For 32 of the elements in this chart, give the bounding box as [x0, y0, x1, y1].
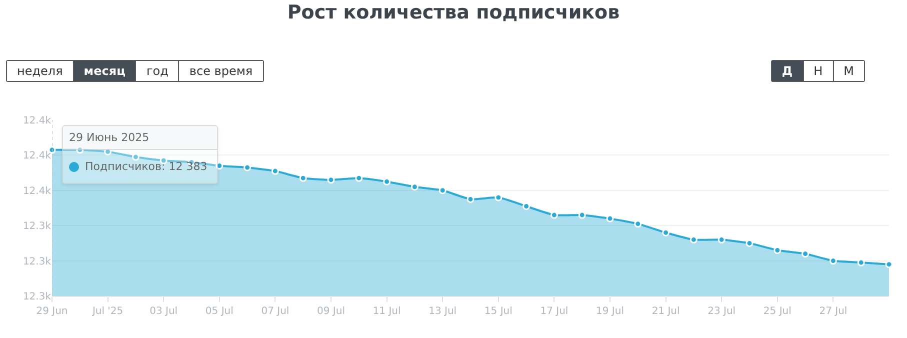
y-tick-label: 12.3k [22, 221, 52, 232]
annotation: 29 Июнь 2025 [69, 131, 150, 144]
text: год [135, 61, 178, 81]
x-tick-label: 03 Jul [150, 306, 178, 317]
tooltip-panel: 29 Июнь 2025 Подписчиков: 12 383 [62, 125, 218, 184]
y-tick-label: 12.4k [22, 186, 52, 197]
x-tick-label: 11 Jul [372, 306, 401, 317]
text: месяц [72, 61, 136, 81]
x-tick-label: 05 Jul [205, 306, 234, 317]
x-tick-label: 29 Jun [36, 306, 68, 317]
y-tick-label: 12.4k [22, 150, 52, 162]
x-tick-label: 09 Jul [317, 306, 345, 317]
x-tick-label: 17 Jul [540, 306, 568, 317]
x-tick-label: 07 Jul [261, 306, 290, 317]
x-tick-label: 23 Jul [708, 306, 736, 317]
text: все время [178, 61, 263, 81]
annotation: Подписчиков: 12 383 [85, 160, 208, 173]
x-tick-label: 27 Jul [819, 306, 848, 317]
text: М [832, 61, 864, 81]
text: неделя [7, 61, 73, 81]
text: Н [802, 61, 833, 81]
y-tick-label: 12.3k [22, 256, 52, 268]
chart-title: Рост количества подписчиков [287, 1, 620, 24]
x-tick-label: 13 Jul [428, 306, 457, 317]
text: Д [772, 61, 803, 81]
x-tick-label: 21 Jul [652, 306, 680, 317]
x-tick-label: 15 Jul [484, 306, 512, 317]
x-tick-label: 19 Jul [596, 306, 624, 317]
y-tick-label: 12.3k [22, 292, 52, 302]
x-tick-label: 25 Jul [763, 306, 792, 317]
y-tick-label: 12.4k [22, 116, 52, 126]
x-tick-label: Jul '25 [91, 306, 124, 317]
